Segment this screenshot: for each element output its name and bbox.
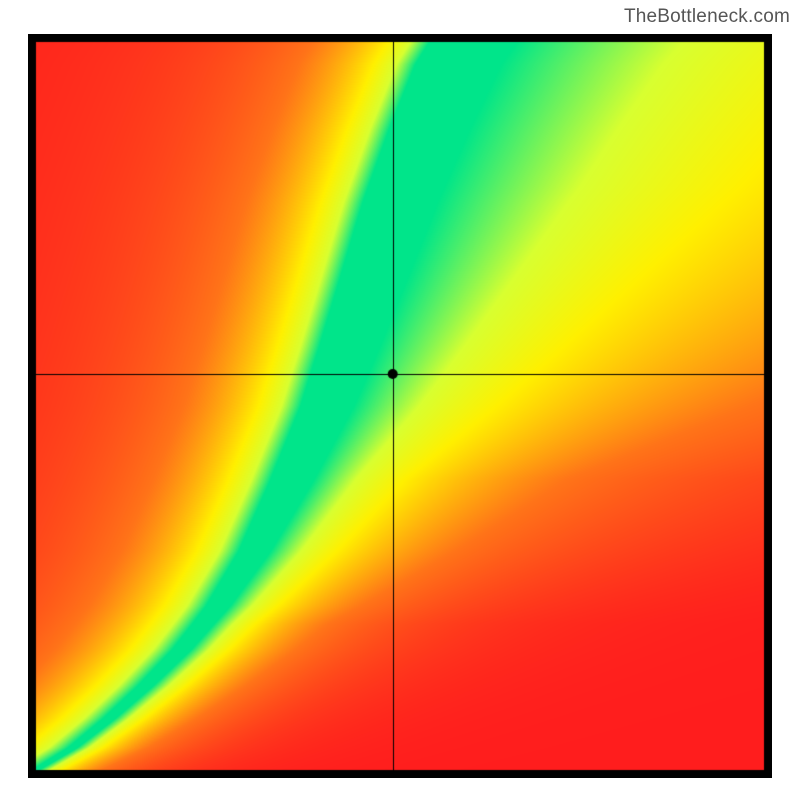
heatmap-canvas (28, 34, 772, 778)
heatmap-chart (28, 34, 772, 778)
attribution-text: TheBottleneck.com (624, 6, 790, 28)
